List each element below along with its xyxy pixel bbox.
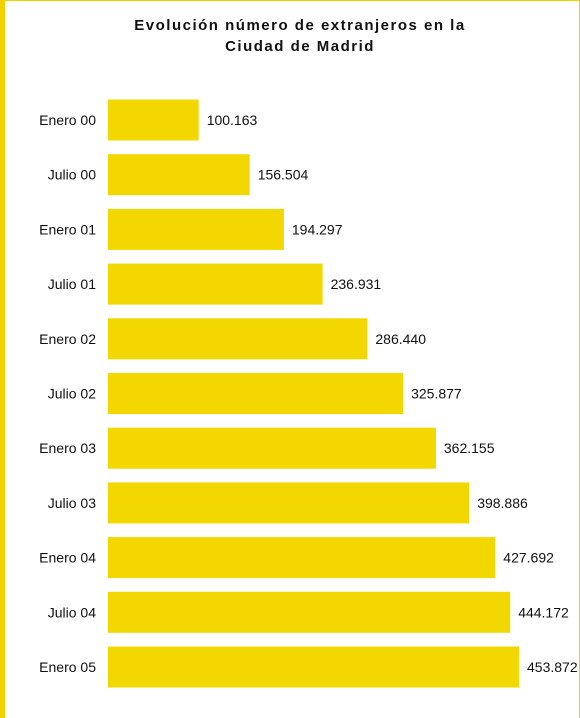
category-label-0: Enero 00 — [39, 112, 96, 128]
bar-7 — [108, 482, 470, 524]
value-label-4: 286.440 — [375, 331, 426, 347]
category-label-3: Julio 01 — [48, 276, 96, 292]
bar-0 — [108, 99, 199, 141]
category-label-8: Enero 04 — [39, 550, 96, 566]
category-label-4: Enero 02 — [39, 331, 96, 347]
value-label-5: 325.877 — [411, 386, 462, 402]
chart-title-line-1: Evolución número de extranjeros en la — [134, 17, 466, 34]
bar-3 — [108, 263, 323, 305]
value-label-6: 362.155 — [444, 440, 495, 456]
bar-6 — [108, 427, 436, 469]
category-label-5: Julio 02 — [48, 386, 96, 402]
bar-10 — [108, 646, 519, 688]
value-label-10: 453.872 — [527, 659, 578, 675]
category-label-1: Julio 00 — [48, 167, 96, 183]
value-label-7: 398.886 — [477, 495, 528, 511]
category-label-2: Enero 01 — [39, 221, 96, 237]
value-label-3: 236.931 — [331, 276, 382, 292]
bar-4 — [108, 318, 368, 360]
bar-2 — [108, 208, 284, 250]
category-label-10: Enero 05 — [39, 659, 96, 675]
value-label-2: 194.297 — [292, 221, 343, 237]
category-label-9: Julio 04 — [48, 604, 96, 620]
category-label-6: Enero 03 — [39, 440, 96, 456]
bar-9 — [108, 591, 511, 633]
value-label-0: 100.163 — [207, 112, 258, 128]
bar-1 — [108, 154, 250, 196]
chart-title-line-2: Ciudad de Madrid — [225, 38, 375, 55]
value-label-1: 156.504 — [258, 167, 309, 183]
value-label-9: 444.172 — [518, 604, 569, 620]
value-label-8: 427.692 — [503, 550, 554, 566]
chart-title: Evolución número de extranjeros en la Ci… — [65, 15, 535, 57]
category-label-7: Julio 03 — [48, 495, 96, 511]
bar-5 — [108, 373, 404, 414]
bar-8 — [108, 537, 496, 579]
